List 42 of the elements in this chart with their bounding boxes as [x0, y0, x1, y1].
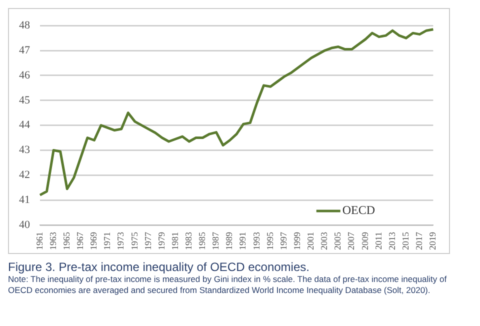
x-tick-label: 2013 — [386, 232, 397, 250]
text: Figure 3. Pre-tax income inequality of OECD economies. — [8, 260, 310, 274]
x-tick-label: 2009 — [360, 232, 370, 250]
x-tick-label: 2007 — [346, 232, 356, 250]
x-tick-label: 1995 — [264, 232, 275, 250]
x-tick-label: 1985 — [197, 232, 208, 250]
x-tick-label: 1963 — [48, 232, 58, 250]
x-tick-label: 2015 — [400, 232, 410, 250]
y-tick-label: 43 — [19, 144, 30, 156]
x-tick-label: 2005 — [332, 232, 343, 250]
x-tick-label: 2011 — [373, 232, 384, 250]
x-tick-label: 1989 — [224, 232, 234, 250]
x-tick-label: 1971 — [102, 232, 112, 250]
x-tick-label: 1973 — [116, 232, 126, 250]
x-tick-label: 2001 — [306, 232, 316, 250]
x-tick-label: 1983 — [184, 232, 194, 250]
x-tick-label: 1991 — [238, 232, 248, 250]
y-tick-label: 47 — [19, 44, 30, 56]
y-tick-label: 42 — [19, 169, 30, 182]
x-tick-label: 1975 — [129, 232, 140, 250]
x-tick-label: 1965 — [61, 232, 72, 250]
x-tick-label: 1987 — [210, 232, 221, 250]
x-tick-label: 1967 — [75, 232, 86, 250]
y-tick-label: 44 — [19, 119, 30, 132]
y-tick-label: 46 — [19, 69, 30, 82]
x-tick-label: 1999 — [292, 232, 302, 250]
legend-label: OECD — [342, 203, 376, 218]
x-tick-label: 1977 — [142, 232, 153, 250]
x-tick-label: 1981 — [170, 232, 180, 250]
x-tick-label: 2003 — [319, 232, 330, 250]
x-tick-label: 1979 — [156, 232, 166, 250]
y-tick-label: 45 — [19, 94, 30, 106]
x-tick-label: 1997 — [278, 232, 288, 250]
y-tick-label: 48 — [19, 19, 30, 32]
x-tick-label: 1993 — [251, 232, 262, 250]
x-tick-label: 2019 — [428, 232, 438, 250]
y-tick-label: 40 — [19, 218, 30, 231]
x-tick-label: 2017 — [414, 232, 424, 250]
y-tick-label: 41 — [19, 194, 30, 206]
x-tick-label: 1969 — [88, 232, 99, 250]
x-tick-label: 1961 — [34, 232, 44, 250]
text: Note: The inequality of pre-tax income is measured by Gini index in % scale. The data of pre-tax income inequality of OECD economies are averaged and secured from Standardized World Income Inequality Database (Solt, 2020). — [8, 274, 448, 296]
